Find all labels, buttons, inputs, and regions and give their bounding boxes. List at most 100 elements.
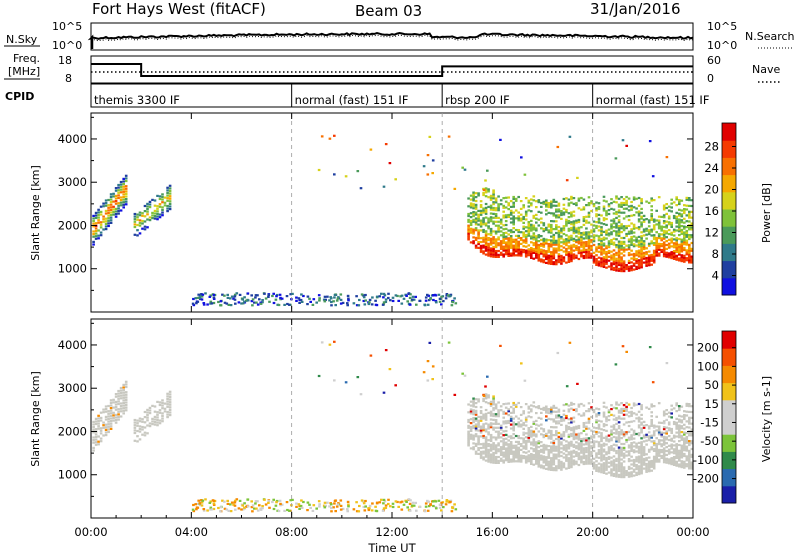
- scatter-cell: [489, 233, 493, 236]
- scatter-cell: [512, 429, 515, 432]
- scatter-cell: [547, 239, 551, 242]
- scatter-cell: [580, 447, 583, 450]
- scatter-cell: [104, 418, 108, 421]
- scatter-cell: [610, 256, 613, 259]
- scatter-cell: [426, 379, 430, 382]
- scatter-cell: [670, 412, 673, 415]
- scatter-cell: [206, 303, 209, 306]
- scatter-cell: [685, 241, 689, 244]
- scatter-cell: [582, 256, 586, 260]
- scatter-cell: [547, 411, 551, 415]
- scatter-cell: [429, 503, 432, 507]
- scatter-cell: [437, 499, 441, 502]
- colorbar-tick-label: 100: [697, 359, 719, 373]
- scatter-cell: [547, 445, 551, 448]
- scatter-cell: [562, 207, 566, 210]
- scatter-cell: [642, 242, 646, 245]
- scatter-cell: [557, 422, 561, 425]
- scatter-cell: [467, 220, 470, 223]
- scatter-cell: [489, 206, 493, 209]
- scatter-cell: [575, 452, 578, 455]
- scatter-cell: [487, 448, 490, 451]
- scatter-cell: [590, 246, 593, 250]
- scatter-cell: [477, 213, 480, 216]
- scatter-cell: [517, 217, 520, 220]
- scatter-cell: [122, 391, 125, 394]
- scatter-cell: [497, 401, 500, 404]
- scatter-cell: [492, 238, 495, 241]
- scatter-cell: [424, 296, 428, 299]
- scatter-cell: [122, 195, 125, 199]
- scatter-cell: [517, 454, 520, 457]
- scatter-cell: [577, 458, 581, 461]
- scatter-cell: [570, 427, 573, 430]
- scatter-cell: [133, 218, 137, 221]
- scatter-cell: [597, 237, 601, 240]
- scatter-cell: [517, 440, 520, 443]
- scatter-cell: [567, 435, 571, 438]
- scatter-cell: [672, 448, 676, 451]
- scatter-cell: [512, 421, 515, 424]
- scatter-cell: [655, 250, 658, 253]
- scatter-cell: [522, 233, 525, 236]
- scatter-cell: [575, 454, 578, 457]
- scatter-cell: [630, 475, 633, 478]
- scatter-cell: [605, 266, 608, 269]
- scatter-cell: [575, 231, 578, 234]
- scatter-cell: [489, 229, 493, 233]
- scatter-cell: [567, 198, 571, 201]
- scatter-cell: [621, 139, 625, 142]
- scatter-cell: [97, 435, 100, 438]
- scatter-cell: [545, 199, 548, 202]
- scatter-cell: [625, 440, 628, 443]
- scatter-cell: [400, 508, 404, 511]
- scatter-cell: [489, 253, 493, 256]
- scatter-cell: [577, 413, 581, 416]
- scatter-cell: [497, 413, 500, 416]
- scatter-cell: [487, 444, 490, 448]
- scatter-cell: [545, 201, 548, 204]
- scatter-cell: [194, 297, 197, 300]
- scatter-cell: [605, 229, 608, 232]
- scatter-cell: [467, 432, 470, 435]
- scatter-cell: [547, 250, 551, 253]
- scatter-cell: [545, 409, 548, 412]
- scatter-cell: [587, 246, 591, 249]
- scatter-cell: [615, 234, 618, 237]
- scatter-cell: [467, 442, 470, 445]
- scatter-cell: [507, 447, 510, 450]
- scatter-cell: [532, 257, 536, 260]
- scatter-cell: [540, 407, 543, 411]
- scatter-cell: [627, 411, 631, 414]
- scatter-cell: [499, 247, 503, 250]
- scatter-cell: [487, 431, 490, 434]
- scatter-cell: [678, 426, 681, 429]
- scatter-cell: [592, 230, 596, 233]
- scatter-cell: [487, 425, 490, 428]
- scatter-cell: [683, 227, 686, 230]
- freq-line: [91, 63, 693, 77]
- scatter-cell: [577, 403, 581, 406]
- scatter-cell: [595, 221, 598, 224]
- scatter-cell: [542, 228, 546, 231]
- scatter-cell: [229, 297, 232, 300]
- scatter-cell: [272, 507, 276, 511]
- scatter-cell: [680, 209, 684, 212]
- scatter-cell: [161, 399, 164, 402]
- scatter-cell: [517, 417, 520, 420]
- scatter-cell: [355, 501, 358, 504]
- scatter-cell: [597, 419, 601, 422]
- scatter-cell: [136, 419, 139, 422]
- scatter-cell: [114, 395, 118, 398]
- scatter-cell: [408, 502, 412, 505]
- nsearch-tick-bottom: 10^0: [707, 39, 737, 52]
- scatter-cell: [550, 468, 553, 471]
- scatter-cell: [492, 189, 495, 192]
- colorbar-swatch: [722, 468, 736, 487]
- scatter-cell: [497, 459, 500, 462]
- scatter-cell: [610, 264, 613, 267]
- scatter-cell: [587, 254, 591, 257]
- scatter-cell: [499, 253, 503, 256]
- scatter-cell: [467, 430, 470, 433]
- scatter-cell: [311, 303, 315, 306]
